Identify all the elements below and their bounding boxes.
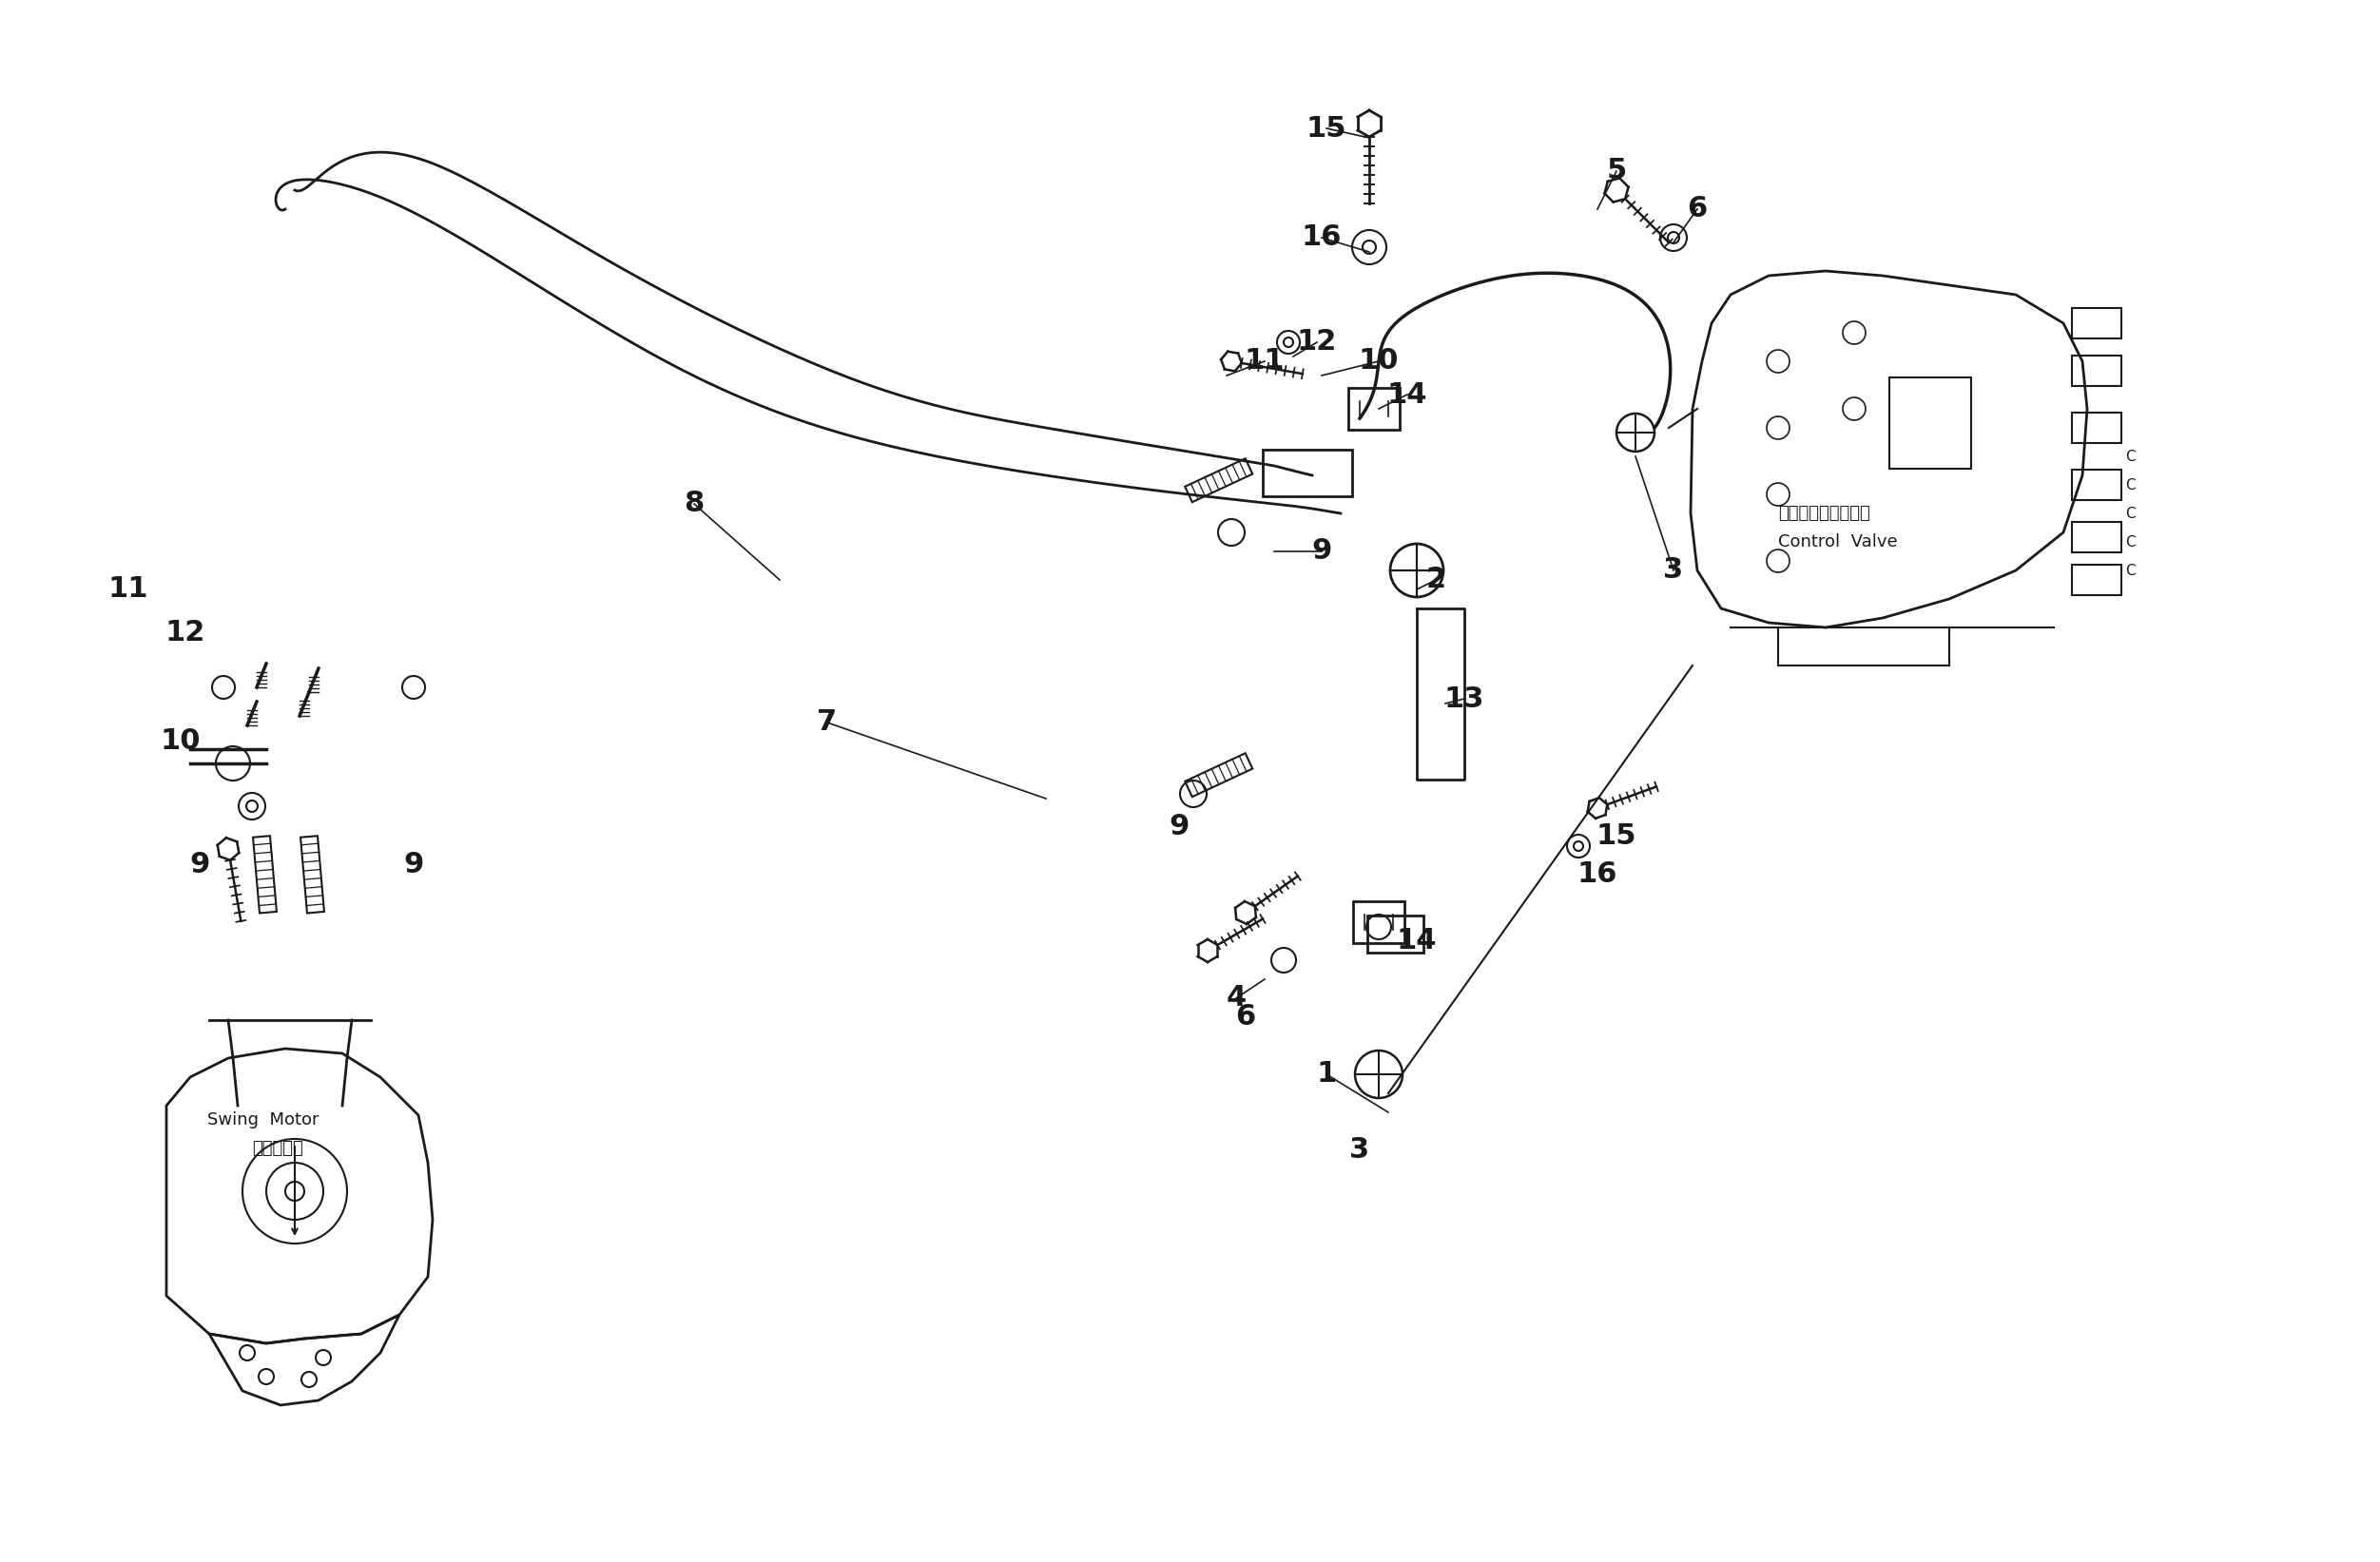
- Text: 4: 4: [1226, 984, 1247, 1012]
- Text: 1: 1: [1316, 1061, 1338, 1089]
- Text: 6: 6: [1687, 195, 1706, 223]
- Text: 13: 13: [1445, 686, 1485, 712]
- Text: 5: 5: [1606, 158, 1626, 184]
- Text: 9: 9: [1311, 537, 1333, 565]
- Text: 15: 15: [1307, 114, 1347, 142]
- Text: C: C: [2125, 536, 2135, 550]
- Text: 3: 3: [1349, 1137, 1371, 1164]
- Text: 14: 14: [1397, 928, 1438, 954]
- Text: 11: 11: [107, 576, 148, 603]
- Text: 10: 10: [159, 728, 200, 756]
- Text: 12: 12: [1297, 328, 1338, 356]
- Text: 15: 15: [1597, 823, 1637, 850]
- Text: 9: 9: [190, 851, 209, 879]
- Text: C: C: [2125, 506, 2135, 522]
- Text: 14: 14: [1388, 381, 1428, 408]
- Text: 16: 16: [1578, 861, 1618, 889]
- Text: C: C: [2125, 564, 2135, 578]
- Text: Swing  Motor: Swing Motor: [207, 1112, 319, 1128]
- Text: 16: 16: [1302, 223, 1342, 251]
- Text: C: C: [2125, 478, 2135, 492]
- Text: 旋回モータ: 旋回モータ: [252, 1140, 302, 1157]
- Text: C: C: [2125, 450, 2135, 464]
- Text: 6: 6: [1235, 1003, 1257, 1031]
- Text: 8: 8: [683, 490, 704, 517]
- Text: 10: 10: [1359, 347, 1399, 375]
- Text: Control  Valve: Control Valve: [1778, 533, 1897, 550]
- Text: 2: 2: [1426, 565, 1445, 594]
- Text: 9: 9: [405, 851, 424, 879]
- Text: 12: 12: [164, 619, 205, 647]
- Text: 7: 7: [816, 709, 838, 736]
- Text: 3: 3: [1664, 556, 1683, 584]
- Text: 9: 9: [1169, 814, 1190, 840]
- Text: コントロールバルブ: コントロールバルブ: [1778, 505, 1871, 522]
- Text: 11: 11: [1245, 347, 1285, 375]
